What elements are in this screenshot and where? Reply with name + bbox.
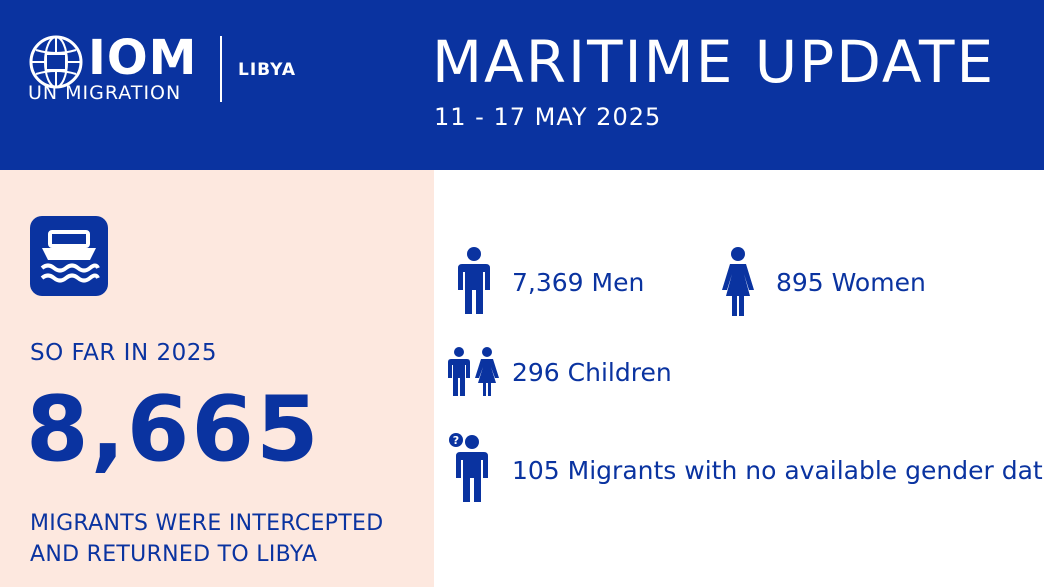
period-label: SO FAR IN 2025 [30,340,217,366]
children-count: 296 Children [512,358,672,387]
men-count: 7,369 Men [512,268,645,297]
boat-icon [30,216,108,296]
iom-logo-emblem [29,35,83,89]
summary-panel: SO FAR IN 2025 8,665 MIGRANTS WERE INTER… [0,170,434,587]
women-count: 895 Women [776,268,926,297]
total-intercepted: 8,665 [26,377,321,482]
date-range: 11 - 17 MAY 2025 [434,103,662,131]
man-icon [458,247,490,314]
iom-wordmark: IOM [88,30,198,86]
description-line-2: AND RETURNED TO LIBYA [30,542,318,567]
description-line-1: MIGRANTS WERE INTERCEPTED [30,511,384,536]
total-description: MIGRANTS WERE INTERCEPTED AND RETURNED T… [30,508,430,570]
unknown-gender-count: 105 Migrants with no available gender da… [512,456,1044,485]
country-label: LIBYA [238,60,297,80]
logo-subtitle: UN MIGRATION [28,82,182,104]
woman-icon [722,247,754,316]
children-icon [448,347,499,396]
logo-divider [220,36,222,102]
svg-text:?: ? [453,434,459,447]
page-title: MARITIME UPDATE [432,28,996,96]
unknown-gender-icon: ? [449,433,488,502]
header-banner: IOM UN MIGRATION LIBYA MARITIME UPDATE 1… [0,0,1044,170]
